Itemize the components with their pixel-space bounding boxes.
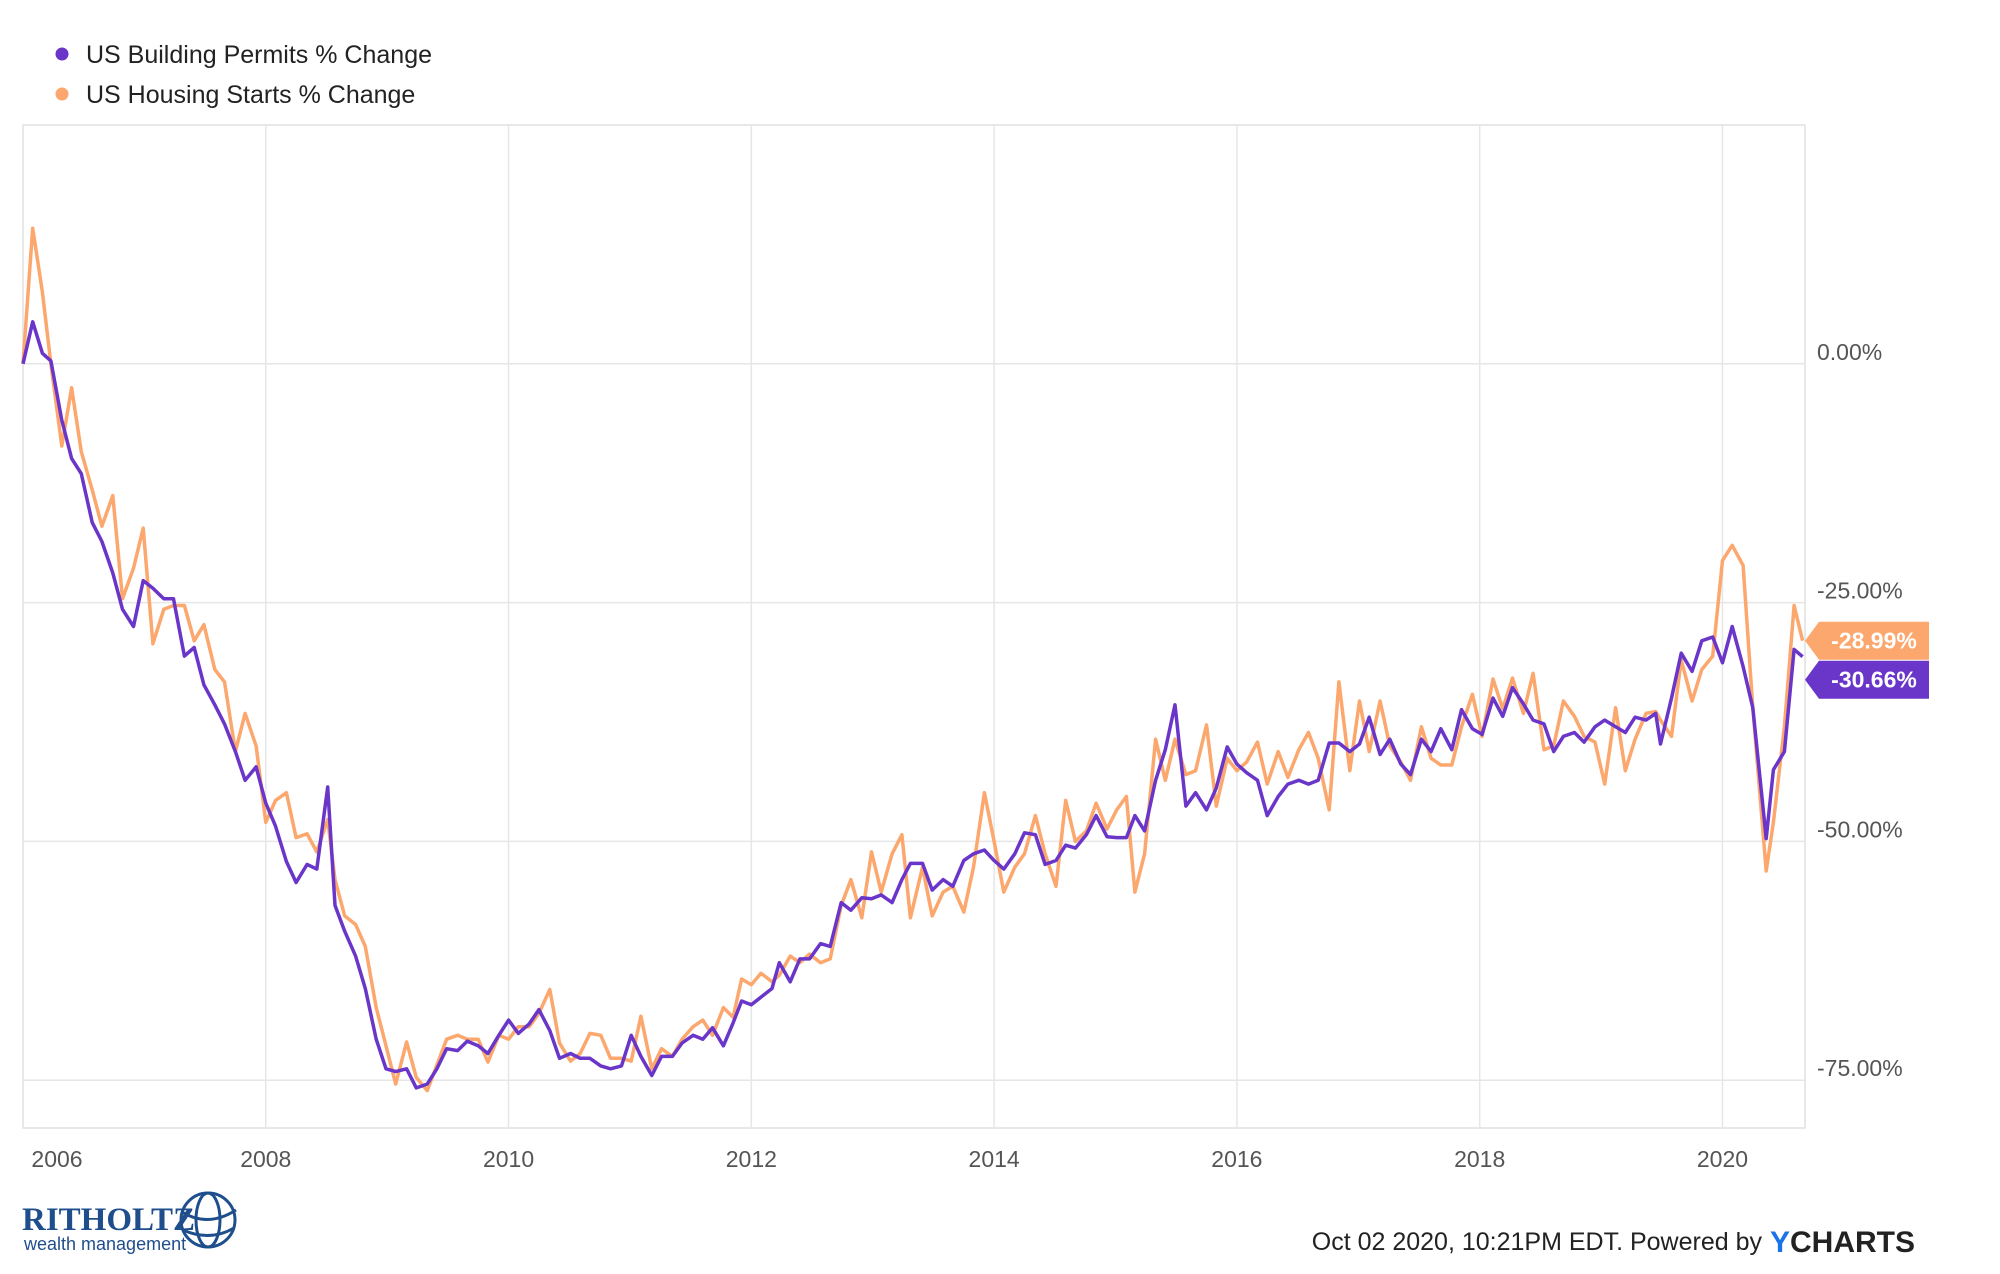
end-label: -30.66%	[1831, 667, 1917, 693]
x-tick-label: 2008	[240, 1146, 291, 1172]
series-line	[21, 320, 1804, 1090]
logo-name: RITHOLTZ	[22, 1202, 195, 1238]
y-tick-label: 0.00%	[1817, 339, 1882, 365]
ritholtz-logo: RITHOLTZ wealth management	[22, 1191, 237, 1254]
x-tick-label: 2006	[31, 1146, 82, 1172]
footer: Oct 02 2020, 10:21PM EDT. Powered by YCH…	[1312, 1226, 1915, 1259]
x-tick-label: 2016	[1211, 1146, 1262, 1172]
legend-label: US Building Permits % Change	[86, 41, 432, 69]
timestamp: Oct 02 2020, 10:21PM EDT. Powered by	[1312, 1228, 1763, 1256]
end-label-tag	[1805, 621, 1929, 660]
legend-marker	[55, 47, 69, 61]
x-tick-label: 2014	[969, 1146, 1020, 1172]
x-tick-label: 2010	[483, 1146, 534, 1172]
y-tick-label: -25.00%	[1817, 578, 1903, 604]
logo-globe	[179, 1191, 237, 1249]
legend: US Building Permits % Change US Housing S…	[55, 41, 432, 109]
legend-marker	[55, 87, 69, 101]
brand-y: Y	[1770, 1226, 1790, 1259]
brand-rest: CHARTS	[1790, 1226, 1915, 1259]
legend-label: US Housing Starts % Change	[86, 81, 415, 109]
y-tick-label: -50.00%	[1817, 816, 1903, 842]
end-label-tag	[1805, 660, 1929, 699]
y-tick-label: -75.00%	[1817, 1055, 1903, 1081]
end-label: -28.99%	[1831, 628, 1917, 654]
x-tick-label: 2018	[1454, 1146, 1505, 1172]
brand: YCHARTS	[1770, 1226, 1915, 1259]
x-tick-label: 2020	[1697, 1146, 1748, 1172]
x-tick-label: 2012	[726, 1146, 777, 1172]
logo-tagline: wealth management	[23, 1234, 186, 1254]
